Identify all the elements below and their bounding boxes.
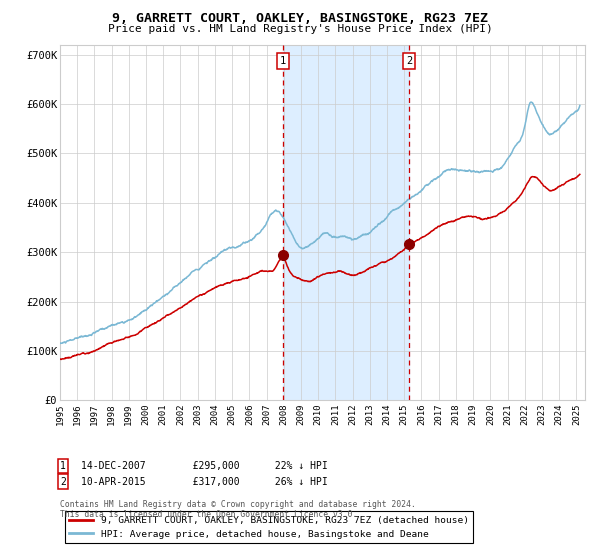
Text: 2: 2 bbox=[60, 477, 66, 487]
Bar bbox=[283, 45, 409, 400]
Text: 14-DEC-2007        £295,000      22% ↓ HPI: 14-DEC-2007 £295,000 22% ↓ HPI bbox=[81, 461, 328, 471]
Text: Price paid vs. HM Land Registry's House Price Index (HPI): Price paid vs. HM Land Registry's House … bbox=[107, 24, 493, 34]
Text: 1: 1 bbox=[60, 461, 66, 471]
Text: 9, GARRETT COURT, OAKLEY, BASINGSTOKE, RG23 7EZ: 9, GARRETT COURT, OAKLEY, BASINGSTOKE, R… bbox=[112, 12, 488, 25]
Legend: 9, GARRETT COURT, OAKLEY, BASINGSTOKE, RG23 7EZ (detached house), HPI: Average p: 9, GARRETT COURT, OAKLEY, BASINGSTOKE, R… bbox=[65, 511, 473, 543]
Text: 1: 1 bbox=[280, 56, 286, 66]
Text: 2: 2 bbox=[406, 56, 412, 66]
Text: 10-APR-2015        £317,000      26% ↓ HPI: 10-APR-2015 £317,000 26% ↓ HPI bbox=[81, 477, 328, 487]
Text: Contains HM Land Registry data © Crown copyright and database right 2024.
This d: Contains HM Land Registry data © Crown c… bbox=[60, 500, 416, 519]
